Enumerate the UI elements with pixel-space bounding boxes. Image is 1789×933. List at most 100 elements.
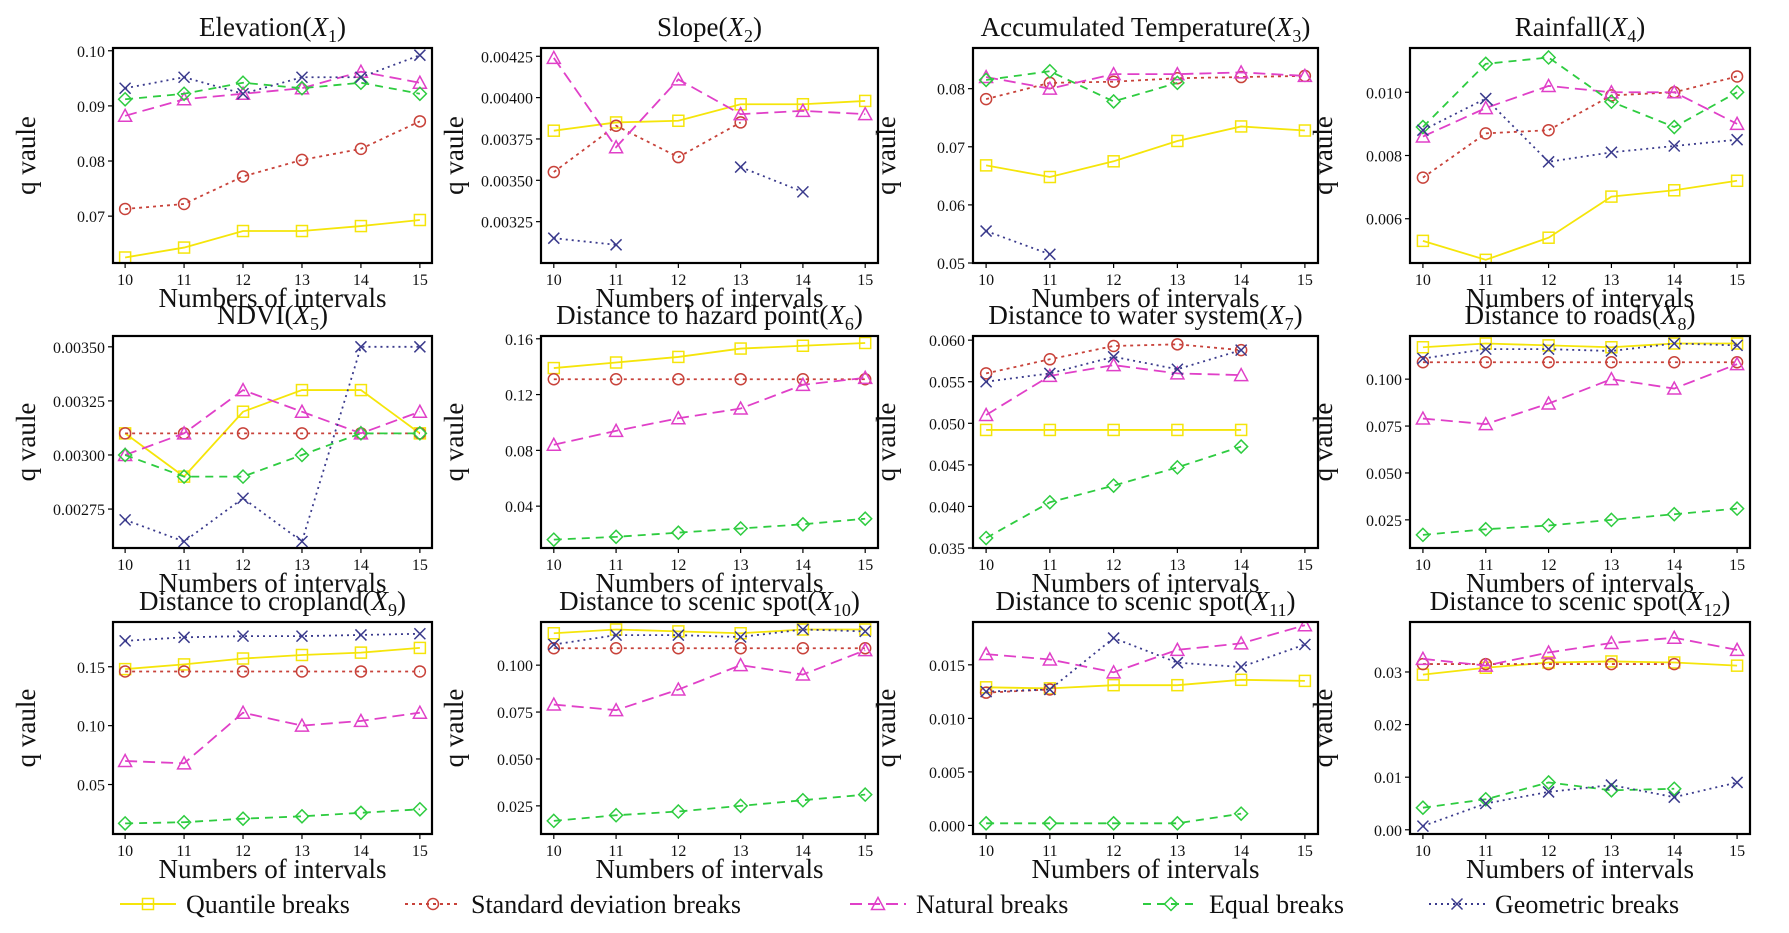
marker-natural — [1729, 641, 1745, 657]
x-tick-label: 12 — [235, 843, 251, 860]
marker-natural — [978, 406, 994, 422]
legend-label: Geometric breaks — [1495, 890, 1679, 919]
marker-quantile — [1298, 674, 1312, 688]
marker-quantile — [672, 350, 685, 364]
marker-natural — [857, 106, 873, 121]
y-tick-label: 0.010 — [1366, 85, 1402, 102]
marker-natural — [1169, 66, 1186, 81]
marker-natural — [1233, 635, 1249, 650]
y-tick-label: 0.06 — [937, 198, 965, 215]
x-axis-label: Numbers of intervals — [596, 283, 824, 313]
x-tick-label: 12 — [670, 272, 686, 289]
series-group — [117, 627, 428, 831]
y-tick-label: 0.02 — [1374, 718, 1402, 735]
marker-geometric — [980, 685, 993, 698]
marker-natural — [608, 702, 624, 717]
x-tick-label: 15 — [412, 843, 428, 860]
marker-natural — [1297, 622, 1313, 632]
x-tick-label: 14 — [795, 272, 811, 289]
marker-quantile — [1107, 155, 1120, 168]
marker-quantile — [1542, 231, 1555, 244]
marker-geometric — [1605, 146, 1618, 159]
marker-natural — [1042, 367, 1058, 383]
marker-equal — [1541, 49, 1557, 66]
x-tick-label: 14 — [353, 272, 369, 289]
series-line-natural — [1422, 363, 1738, 426]
marker-quantile — [1730, 659, 1744, 672]
series-line-stddev — [985, 74, 1305, 101]
marker-stddev — [236, 665, 250, 678]
marker-geometric — [1542, 343, 1555, 356]
x-axis-label: Numbers of intervals — [1466, 568, 1694, 598]
plot-frame — [111, 620, 434, 836]
marker-stddev — [118, 665, 132, 678]
x-tick-label: 14 — [795, 843, 811, 860]
marker-equal — [670, 525, 686, 541]
marker-quantile — [354, 646, 368, 659]
marker-natural — [1603, 84, 1620, 99]
marker-quantile — [354, 383, 368, 397]
marker-equal — [978, 72, 994, 88]
marker-geometric — [295, 630, 309, 643]
marker-geometric — [734, 630, 747, 644]
series-line-quantile — [553, 342, 866, 369]
marker-geometric — [1731, 133, 1744, 146]
series-line-quantile — [986, 678, 1305, 690]
marker-natural — [1415, 128, 1431, 143]
marker-geometric — [1235, 660, 1248, 674]
marker-natural — [546, 49, 562, 65]
series-line-natural — [124, 389, 421, 456]
marker-quantile — [547, 124, 561, 137]
series-line-equal — [1422, 507, 1738, 536]
series-group — [1415, 337, 1745, 543]
legend-marker — [426, 897, 440, 911]
marker-geometric — [178, 535, 191, 548]
marker-quantile — [236, 405, 250, 418]
series-line-geometric — [124, 345, 420, 543]
marker-geometric — [1235, 344, 1248, 357]
marker-equal — [1106, 815, 1122, 831]
x-tick-label: 13 — [733, 843, 749, 860]
series-line-geometric — [553, 237, 617, 246]
x-tick-label: 10 — [546, 272, 562, 289]
series-group — [117, 340, 428, 548]
marker-natural — [294, 403, 310, 418]
series-line-equal — [124, 432, 420, 478]
marker-natural — [1477, 416, 1494, 431]
marker-natural — [546, 436, 562, 452]
marker-natural — [857, 642, 873, 657]
y-tick-label: 0.025 — [497, 799, 533, 816]
marker-natural — [608, 422, 624, 438]
marker-quantile — [1542, 339, 1555, 352]
x-tick-label: 13 — [1603, 272, 1619, 289]
marker-geometric — [1479, 797, 1492, 810]
x-tick-label: 15 — [1297, 272, 1313, 289]
x-tick-label: 13 — [1169, 843, 1185, 860]
series-line-natural — [124, 70, 421, 117]
marker-geometric — [295, 71, 309, 84]
y-axis-label: q vaule — [871, 403, 901, 482]
marker-natural — [1169, 641, 1186, 657]
y-tick-label: 0.040 — [929, 499, 965, 516]
marker-quantile — [295, 648, 309, 662]
marker-quantile — [236, 652, 250, 665]
marker-natural — [1603, 634, 1620, 650]
marker-equal — [733, 520, 749, 537]
series-line-equal — [1422, 56, 1738, 129]
plot-frame — [971, 620, 1320, 836]
panel-title: NDVI(X5) — [217, 300, 328, 334]
marker-equal — [608, 529, 624, 545]
y-tick-label: 0.045 — [929, 458, 965, 475]
x-axis-label: Numbers of intervals — [1032, 568, 1260, 598]
series-line-quantile — [553, 100, 866, 132]
x-tick-label: 15 — [1729, 843, 1745, 860]
marker-natural — [795, 376, 811, 392]
marker-geometric — [119, 634, 132, 647]
marker-stddev — [295, 427, 309, 440]
marker-equal — [1729, 84, 1745, 100]
series-line-equal — [553, 517, 866, 541]
marker-geometric — [1043, 248, 1056, 261]
marker-natural — [176, 755, 192, 770]
chart-panel-3: Accumulated Temperature(X3) 10 11 12 13 14 15 0… — [871, 12, 1320, 313]
marker-quantile — [734, 627, 747, 640]
